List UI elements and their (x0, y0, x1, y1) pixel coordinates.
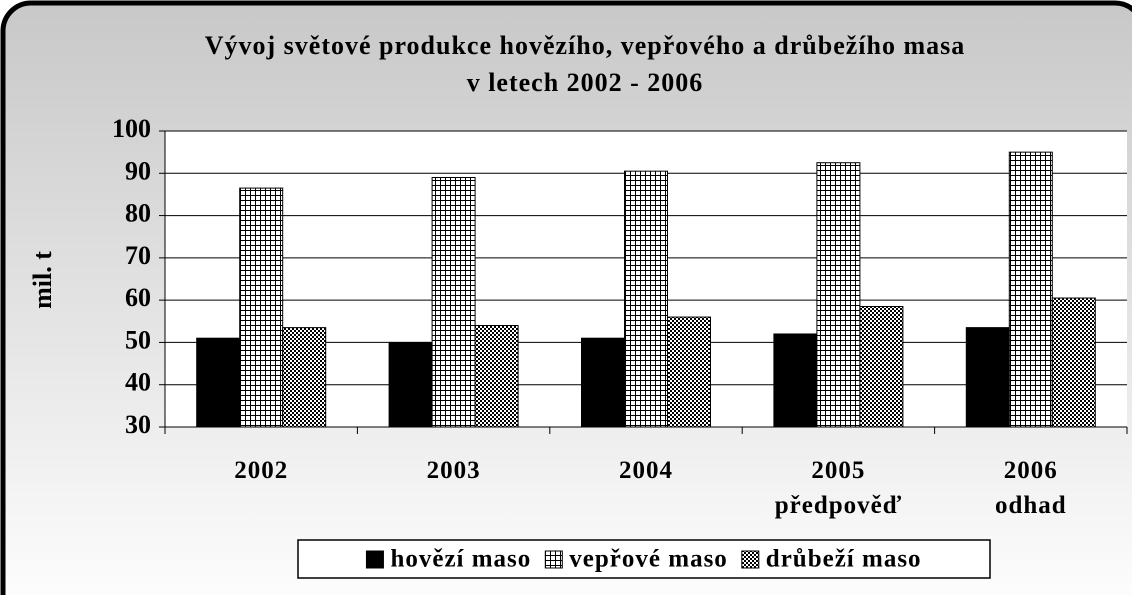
bar (965, 327, 1010, 428)
y-tick-label: 50 (125, 325, 151, 354)
bar (624, 170, 668, 428)
bar (431, 177, 476, 428)
x-tick-label: 2003 (426, 457, 481, 484)
bar (1008, 151, 1053, 428)
legend-label: vepřové maso (569, 546, 728, 573)
y-tick-label: 70 (125, 241, 151, 270)
x-tick-label: 2006 odhad (994, 457, 1067, 519)
bar (282, 327, 327, 428)
legend-swatch (365, 550, 384, 569)
y-tick-label: 90 (125, 156, 151, 185)
y-tick-label: 40 (125, 368, 151, 397)
bar (667, 316, 711, 428)
bar (859, 305, 904, 428)
x-tick-label: 2005 předpověď (774, 457, 903, 519)
legend-swatch (544, 550, 563, 569)
chart-title: Vývoj světové produkce hovězího, vepřové… (205, 31, 966, 60)
y-tick-label: 100 (112, 114, 151, 143)
bar (474, 325, 519, 428)
chart-subtitle: v letech 2002 - 2006 (467, 68, 704, 97)
bar (1051, 297, 1096, 428)
legend-label: drůbeží maso (766, 546, 922, 573)
bar (581, 337, 625, 428)
legend (297, 539, 991, 579)
x-tick-label: 2004 (619, 457, 673, 484)
y-tick-label: 60 (125, 283, 151, 312)
y-tick-label: 80 (125, 199, 151, 228)
legend-swatch (741, 550, 760, 569)
bar (816, 162, 861, 428)
bar (196, 337, 241, 428)
bar (388, 341, 433, 428)
bar (773, 333, 818, 428)
y-axis-label: mil. t (28, 251, 57, 309)
y-tick-label: 30 (125, 410, 151, 439)
legend-label: hovězí maso (390, 546, 531, 573)
bar (239, 187, 284, 428)
x-tick-label: 2002 (234, 457, 289, 484)
